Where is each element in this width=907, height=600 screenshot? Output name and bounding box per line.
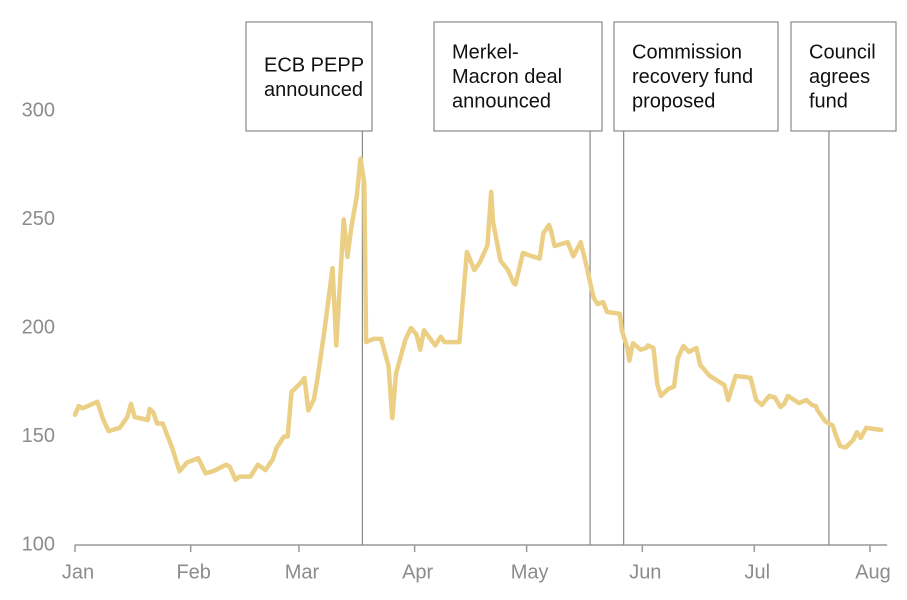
x-tick-label: Apr: [402, 561, 433, 583]
x-tick-label: Feb: [176, 561, 210, 583]
annotation-text: recovery fund: [632, 66, 753, 88]
y-tick-label: 200: [22, 316, 55, 338]
x-tick-label: Jun: [629, 561, 661, 583]
x-tick-label: Mar: [285, 561, 320, 583]
y-tick-label: 300: [22, 99, 55, 121]
annotation-box: [613, 21, 779, 132]
annotation-text: announced: [452, 90, 551, 112]
annotation-text: fund: [809, 90, 848, 112]
x-tick-label: May: [511, 561, 549, 583]
annotation-text: agrees: [809, 66, 870, 88]
annotation-text: Merkel-: [452, 41, 519, 63]
annotation-text: Macron deal: [452, 66, 562, 88]
annotation-box: [245, 21, 373, 132]
annotation-text: Council: [809, 41, 876, 63]
y-tick-label: 100: [22, 533, 55, 555]
y-tick-label: 150: [22, 425, 55, 447]
x-tick-label: Jul: [745, 561, 771, 583]
annotation-text: announced: [264, 79, 363, 101]
annotation-box: [433, 21, 603, 132]
annotation-text: proposed: [632, 90, 715, 112]
annotation-box: [790, 21, 897, 132]
y-tick-label: 250: [22, 208, 55, 230]
annotation-text: Commission: [632, 41, 742, 63]
x-tick-label: Aug: [855, 561, 891, 583]
annotation-text: ECB PEPP: [264, 54, 364, 76]
x-tick-label: Jan: [62, 561, 94, 583]
data-line: [72, 156, 884, 483]
